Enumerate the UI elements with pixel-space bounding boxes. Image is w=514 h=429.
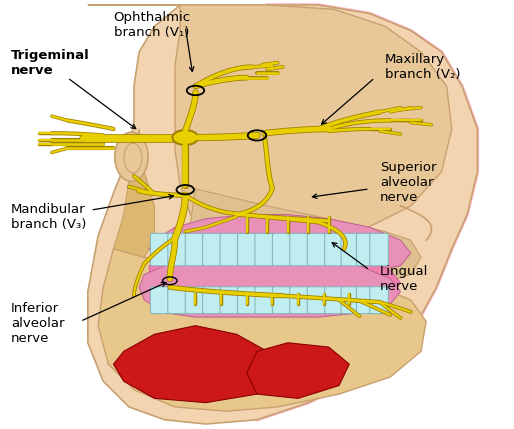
FancyBboxPatch shape bbox=[237, 287, 256, 314]
Text: Lingual
nerve: Lingual nerve bbox=[380, 265, 428, 293]
Text: Mandibular
branch (V₃): Mandibular branch (V₃) bbox=[11, 202, 86, 231]
Ellipse shape bbox=[115, 132, 148, 181]
FancyBboxPatch shape bbox=[185, 287, 204, 314]
FancyBboxPatch shape bbox=[290, 233, 308, 266]
Text: Superior
alveolar
nerve: Superior alveolar nerve bbox=[380, 161, 436, 204]
FancyBboxPatch shape bbox=[237, 233, 256, 266]
FancyBboxPatch shape bbox=[341, 233, 360, 266]
Text: Inferior
alveolar
nerve: Inferior alveolar nerve bbox=[11, 302, 64, 345]
FancyBboxPatch shape bbox=[325, 233, 343, 266]
FancyBboxPatch shape bbox=[370, 233, 388, 266]
FancyBboxPatch shape bbox=[168, 233, 187, 266]
FancyBboxPatch shape bbox=[370, 287, 388, 314]
FancyBboxPatch shape bbox=[151, 287, 169, 314]
Polygon shape bbox=[150, 245, 400, 304]
FancyBboxPatch shape bbox=[356, 287, 375, 314]
FancyBboxPatch shape bbox=[290, 287, 308, 314]
Ellipse shape bbox=[172, 130, 198, 145]
Polygon shape bbox=[247, 343, 350, 399]
FancyBboxPatch shape bbox=[255, 287, 273, 314]
Text: Trigeminal
nerve: Trigeminal nerve bbox=[11, 49, 90, 77]
FancyBboxPatch shape bbox=[185, 233, 204, 266]
Polygon shape bbox=[114, 129, 155, 257]
FancyBboxPatch shape bbox=[356, 233, 375, 266]
FancyBboxPatch shape bbox=[272, 233, 291, 266]
FancyBboxPatch shape bbox=[325, 287, 343, 314]
Polygon shape bbox=[190, 189, 421, 287]
FancyBboxPatch shape bbox=[307, 233, 326, 266]
Polygon shape bbox=[150, 214, 411, 270]
FancyBboxPatch shape bbox=[168, 287, 187, 314]
FancyBboxPatch shape bbox=[151, 233, 169, 266]
FancyBboxPatch shape bbox=[307, 287, 326, 314]
Text: Ophthalmic
branch (V₁): Ophthalmic branch (V₁) bbox=[114, 12, 191, 39]
FancyBboxPatch shape bbox=[220, 233, 238, 266]
Polygon shape bbox=[139, 253, 400, 317]
Polygon shape bbox=[175, 5, 452, 245]
Polygon shape bbox=[114, 326, 278, 403]
FancyBboxPatch shape bbox=[203, 287, 221, 314]
FancyBboxPatch shape bbox=[255, 233, 273, 266]
Polygon shape bbox=[98, 249, 426, 411]
Polygon shape bbox=[88, 5, 478, 424]
FancyBboxPatch shape bbox=[272, 287, 291, 314]
FancyBboxPatch shape bbox=[203, 233, 221, 266]
FancyBboxPatch shape bbox=[341, 287, 360, 314]
Text: Maxillary
branch (V₂): Maxillary branch (V₂) bbox=[385, 53, 461, 81]
FancyBboxPatch shape bbox=[220, 287, 238, 314]
